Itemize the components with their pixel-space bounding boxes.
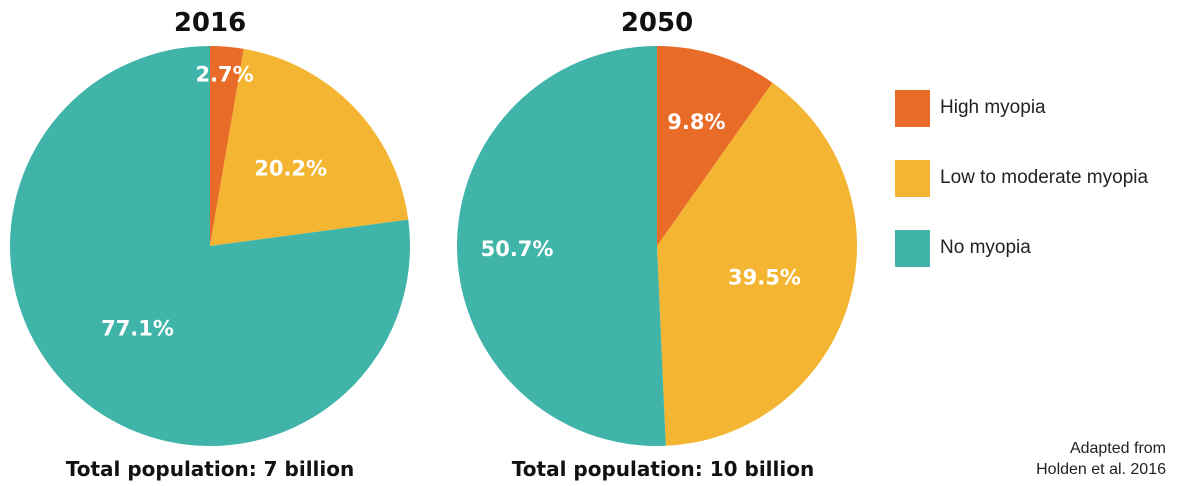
legend-swatch-high-myopia [895,90,930,127]
pie-slice-2016-low-moderate-myopia [210,48,409,247]
pie-slice-2050-low-moderate-myopia [657,82,857,446]
legend-label-no-myopia: No myopia [940,237,1031,258]
pie-label-2050-low-moderate-myopia: 39.5% [728,266,801,290]
legend-swatch-no-myopia [895,230,930,267]
pie-label-2050-high-myopia: 9.8% [667,110,725,134]
pie-label-2050-no-myopia: 50.7% [481,237,554,261]
source-line-1: Adapted from [1069,440,1166,457]
pie-slice-2050-no-myopia [456,46,666,446]
legend-label-low-moderate-myopia: Low to moderate myopia [940,167,1149,188]
pie-slice-2050-high-myopia [657,46,773,246]
pie-label-2016-low-moderate-myopia: 20.2% [254,156,327,180]
source-line-2: Holden et al. 2016 [1036,461,1166,478]
pie-slice-2016-no-myopia [10,46,411,446]
pie-slice-2016-high-myopia [210,46,244,246]
pie-label-2016-no-myopia: 77.1% [101,317,174,341]
source-citation: Adapted from Holden et al. 2016 [1036,438,1166,480]
population-label-2050: Total population: 10 billion [511,457,815,481]
population-label-2016: Total population: 7 billion [65,457,355,481]
legend-swatch-low-moderate-myopia [895,160,930,197]
legend-label-high-myopia: High myopia [940,97,1046,118]
chart-title-2050: 2050 [620,8,694,38]
pie-chart-2016: 2.7% 20.2% 77.1% [10,46,411,446]
pie-label-2016-high-myopia: 2.7% [195,63,253,87]
chart-title-2016: 2016 [173,8,247,38]
pie-chart-2050: 9.8% 39.5% 50.7% [456,46,857,446]
